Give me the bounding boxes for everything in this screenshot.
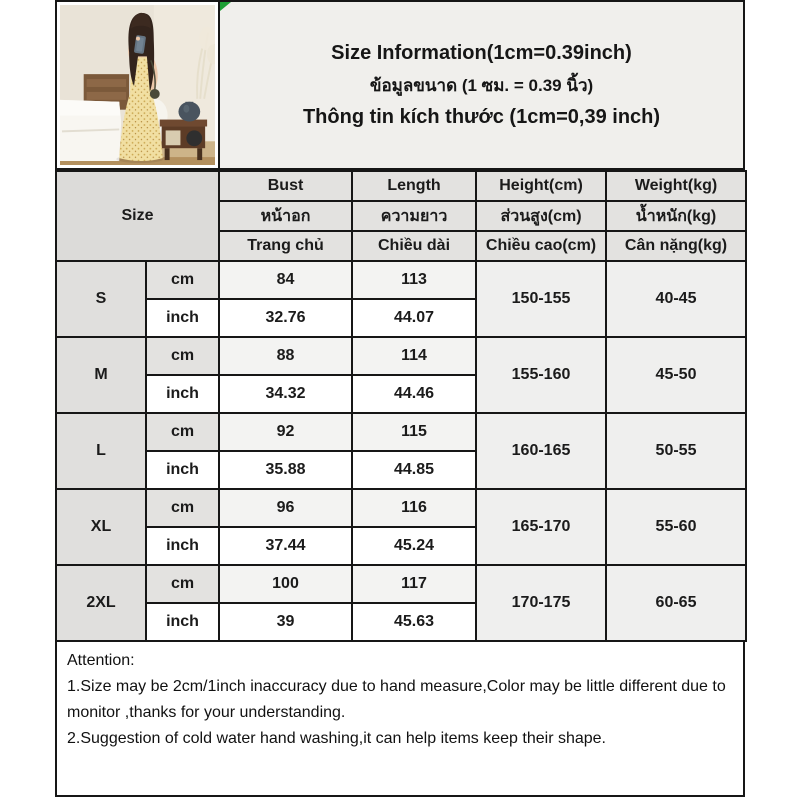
- col-header-length-th: ความยาว: [351, 200, 478, 232]
- length-cm-value: 115: [351, 412, 478, 452]
- height-range: 165-170: [475, 488, 608, 566]
- bust-inch-value: 35.88: [218, 450, 354, 490]
- size-label: S: [55, 260, 147, 338]
- size-row-s-cm: S cm 84 113 150-155 40-45: [55, 260, 748, 338]
- height-range: 155-160: [475, 336, 608, 414]
- size-label: XL: [55, 488, 147, 566]
- col-header-height-vi: Chiều cao(cm): [475, 230, 608, 262]
- product-photo-cell: [55, 0, 218, 170]
- length-inch-value: 44.07: [351, 298, 478, 338]
- attention-note-2: 2.Suggestion of cold water hand washing,…: [67, 729, 606, 747]
- weight-range: 45-50: [605, 336, 748, 414]
- unit-cm-label: cm: [144, 412, 221, 452]
- unit-inch-label: inch: [144, 298, 221, 338]
- col-header-bust-vi: Trang chủ: [218, 230, 354, 262]
- weight-range: 60-65: [605, 564, 748, 642]
- unit-inch-label: inch: [144, 602, 221, 642]
- unit-inch-label: inch: [144, 526, 221, 566]
- col-header-height-en: Height(cm): [475, 170, 608, 202]
- unit-cm-label: cm: [144, 564, 221, 604]
- col-header-height-th: ส่วนสูง(cm): [475, 200, 608, 232]
- height-range: 150-155: [475, 260, 608, 338]
- bust-cm-value: 100: [218, 564, 354, 604]
- unit-cm-label: cm: [144, 260, 221, 300]
- size-label: 2XL: [55, 564, 147, 642]
- unit-cm-label: cm: [144, 488, 221, 528]
- attention-box: Attention: 1.Size may be 2cm/1inch inacc…: [55, 642, 745, 797]
- bust-cm-value: 84: [218, 260, 354, 300]
- length-cm-value: 114: [351, 336, 478, 376]
- length-inch-value: 45.63: [351, 602, 478, 642]
- title-english: Size Information(1cm=0.39inch): [331, 41, 632, 64]
- size-row-s-inch: inch 32.76 44.07: [56, 298, 746, 338]
- bust-inch-value: 39: [218, 602, 354, 642]
- size-header-cell: Size: [54, 170, 221, 262]
- col-header-weight-en: Weight(kg): [605, 170, 748, 202]
- length-cm-value: 116: [351, 488, 478, 528]
- col-header-weight-th: น้ำหนัก(kg): [605, 200, 748, 232]
- length-inch-value: 45.24: [351, 526, 478, 566]
- size-row-2xl-cm: 2XL cm 100 117 170-175 60-65: [55, 564, 748, 642]
- col-header-weight-vi: Cân nặng(kg): [605, 230, 748, 262]
- attention-heading: Attention:: [67, 652, 135, 669]
- bust-inch-value: 37.44: [218, 526, 354, 566]
- unit-cm-label: cm: [144, 336, 221, 376]
- col-header-bust-th: หน้าอก: [218, 200, 354, 232]
- size-row-2xl-inch: inch 39 45.63: [56, 602, 746, 642]
- weight-range: 50-55: [605, 412, 748, 490]
- size-table: Size Bust Length Height(cm) Weight(kg) ห…: [54, 170, 748, 642]
- bust-cm-value: 92: [218, 412, 354, 452]
- weight-range: 55-60: [605, 488, 748, 566]
- length-inch-value: 44.46: [351, 374, 478, 414]
- length-inch-value: 44.85: [351, 450, 478, 490]
- length-cm-value: 113: [351, 260, 478, 300]
- top-row: Size Information(1cm=0.39inch) ข้อมูลขนา…: [55, 0, 745, 170]
- title-vietnamese: Thông tin kích thước (1cm=0,39 inch): [302, 105, 661, 128]
- bust-cm-value: 96: [218, 488, 354, 528]
- weight-range: 40-45: [605, 260, 748, 338]
- size-label: L: [55, 412, 147, 490]
- header-row-vietnamese: Trang chủ Chiều dài Chiều cao(cm) Cân nặ…: [56, 230, 748, 262]
- size-row-m-inch: inch 34.32 44.46: [56, 374, 746, 414]
- header-row-english: Size Bust Length Height(cm) Weight(kg): [54, 170, 748, 262]
- green-corner-mark: [220, 2, 231, 11]
- bust-inch-value: 32.76: [218, 298, 354, 338]
- size-row-l-cm: L cm 92 115 160-165 50-55: [55, 412, 748, 490]
- size-info-title-box: Size Information(1cm=0.39inch) ข้อมูลขนา…: [218, 0, 745, 170]
- size-row-xl-inch: inch 37.44 45.24: [56, 526, 746, 566]
- bust-cm-value: 88: [218, 336, 354, 376]
- size-row-m-cm: M cm 88 114 155-160 45-50: [55, 336, 748, 414]
- size-label: M: [55, 336, 147, 414]
- height-range: 160-165: [475, 412, 608, 490]
- height-range: 170-175: [475, 564, 608, 642]
- size-chart-content: Size Information(1cm=0.39inch) ข้อมูลขนา…: [54, 0, 748, 797]
- title-thai: ข้อมูลขนาด (1 ซม. = 0.39 นิ้ว): [369, 75, 594, 95]
- col-header-length-en: Length: [351, 170, 478, 202]
- header-row-thai: หน้าอก ความยาว ส่วนสูง(cm) น้ำหนัก(kg): [56, 200, 748, 232]
- col-header-bust-en: Bust: [218, 170, 354, 202]
- product-photo-image: [60, 5, 215, 165]
- unit-inch-label: inch: [144, 450, 221, 490]
- unit-inch-label: inch: [144, 374, 221, 414]
- length-cm-value: 117: [351, 564, 478, 604]
- col-header-length-vi: Chiều dài: [351, 230, 478, 262]
- attention-note-1: 1.Size may be 2cm/1inch inaccuracy due t…: [67, 677, 726, 721]
- size-row-xl-cm: XL cm 96 116 165-170 55-60: [55, 488, 748, 566]
- bust-inch-value: 34.32: [218, 374, 354, 414]
- size-row-l-inch: inch 35.88 44.85: [56, 450, 746, 490]
